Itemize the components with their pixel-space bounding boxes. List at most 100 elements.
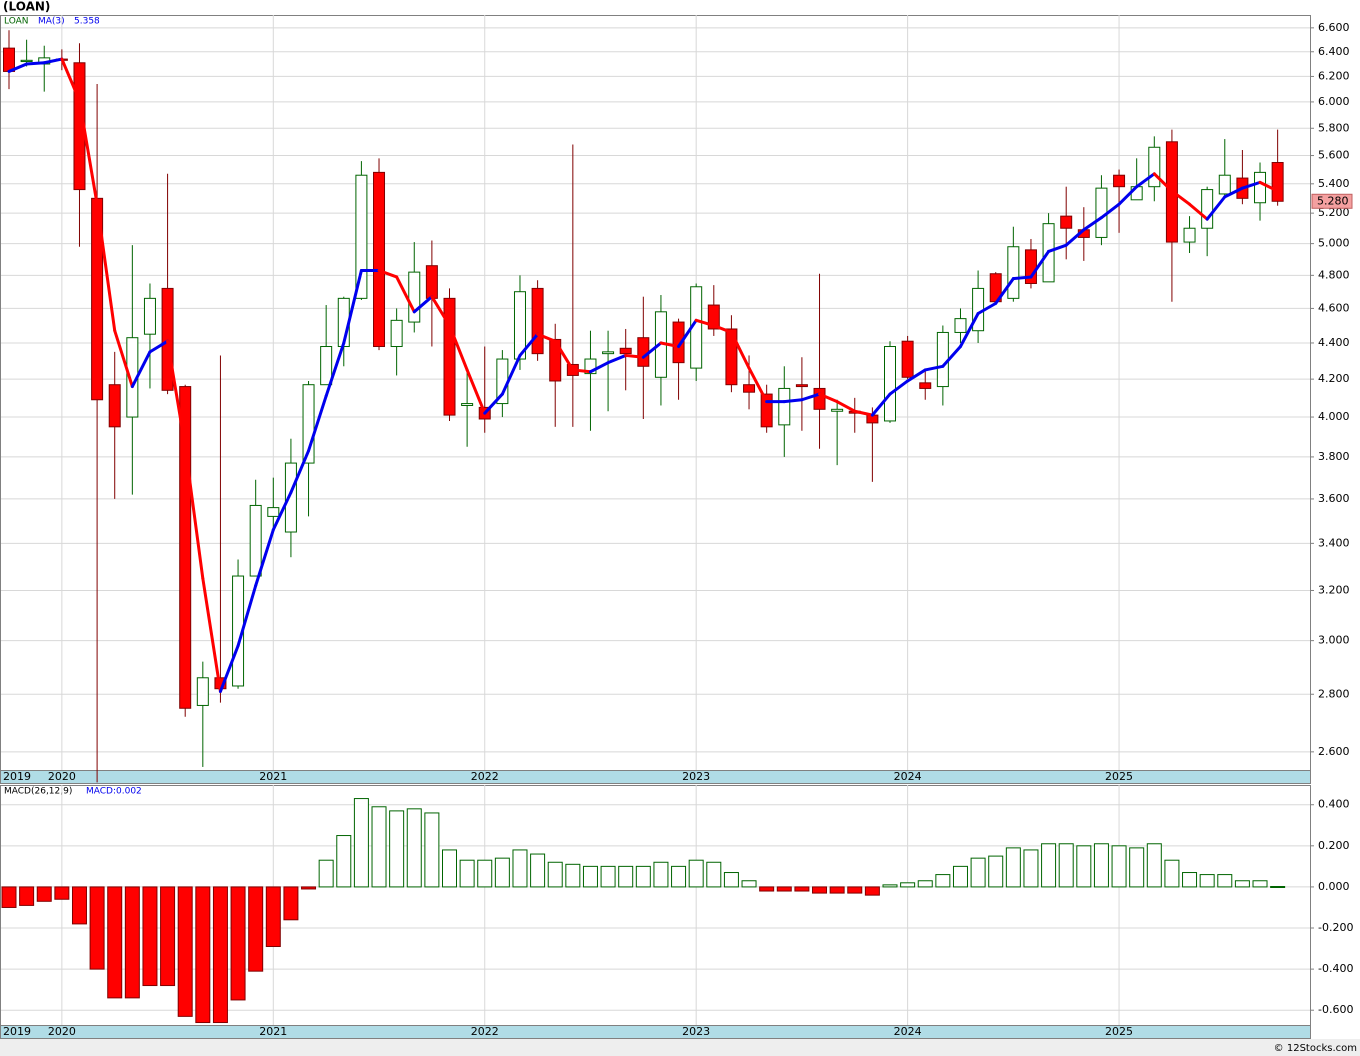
macd-bar <box>230 886 246 1001</box>
macd-bar <box>1217 874 1233 888</box>
price-panel <box>0 15 1311 771</box>
ma-segment <box>536 332 557 343</box>
legend-macd: MACD(26,12,9) <box>4 787 72 797</box>
ma-segment <box>254 528 275 588</box>
candle-body <box>3 47 15 72</box>
x-tick-label: 2025 <box>1105 770 1133 783</box>
macd-bar <box>1129 847 1145 888</box>
ma-segment <box>148 339 170 354</box>
ma-segment <box>1029 249 1051 279</box>
ma-segment <box>1011 275 1033 281</box>
ma-segment <box>483 392 504 415</box>
ma-segment <box>994 277 1015 305</box>
candle-body <box>1148 146 1161 188</box>
ma-segment <box>518 332 540 357</box>
macd-bar <box>565 863 581 888</box>
y-tick-label: 4.600 <box>1318 301 1350 314</box>
ma-segment <box>677 318 698 349</box>
candle-body <box>179 386 192 709</box>
candle-body <box>143 297 156 335</box>
macd-bar <box>459 859 475 888</box>
candle-body <box>373 171 386 348</box>
ma-segment <box>166 339 187 449</box>
candle-body <box>584 358 597 375</box>
y-tick-label: 5.200 <box>1318 206 1350 219</box>
candle-body <box>20 59 33 63</box>
ma-segment <box>218 644 240 693</box>
macd-bar <box>618 865 634 888</box>
ma-segment <box>130 350 152 389</box>
candle-body <box>1201 189 1214 229</box>
macd-bar <box>530 853 546 888</box>
macd-bar <box>829 886 845 894</box>
y-tick-label: 2.800 <box>1318 687 1350 700</box>
ma-segment <box>1082 216 1103 232</box>
ma-segment <box>1258 180 1280 193</box>
ma-segment <box>307 394 328 453</box>
y-tick-label: 5.800 <box>1318 121 1350 134</box>
macd-bar <box>424 812 440 888</box>
ma-segment <box>870 392 892 417</box>
ma-segment <box>853 409 874 417</box>
ma-segment <box>588 361 610 374</box>
legend-macd-value: MACD:0.002 <box>86 787 142 797</box>
macd-bar <box>54 886 70 900</box>
x-tick-label: 2019 <box>3 1025 31 1038</box>
candle-body <box>778 387 791 426</box>
candle-body <box>1007 246 1020 299</box>
candle-body <box>390 319 403 348</box>
candle-body <box>725 328 738 386</box>
x-tick-label: 2024 <box>894 1025 922 1038</box>
x-tick-label: 2022 <box>471 1025 499 1038</box>
candle-body <box>637 337 650 367</box>
ma-segment <box>606 353 628 365</box>
y-tick-label: 3.200 <box>1318 583 1350 596</box>
candle-body <box>954 318 967 333</box>
macd-bar <box>1058 843 1074 888</box>
ma-segment <box>342 269 363 345</box>
macd-bar <box>406 808 422 888</box>
candle-body <box>619 347 632 355</box>
x-tick-label: 2022 <box>471 770 499 783</box>
candle-body <box>1218 174 1231 195</box>
footer: © 12Stocks.com <box>1274 1043 1357 1054</box>
macd-bar <box>741 880 757 888</box>
y-tick-label: 0.000 <box>1318 880 1350 893</box>
candle-body <box>196 677 209 706</box>
ma-segment <box>183 445 205 580</box>
y-tick-label: 6.000 <box>1318 95 1350 108</box>
ma-segment <box>729 330 751 370</box>
candle-body <box>320 346 333 386</box>
y-tick-label: 3.600 <box>1318 492 1350 505</box>
ma-segment <box>60 57 81 103</box>
ma-segment <box>448 324 469 372</box>
candle-body <box>1060 215 1073 229</box>
ma-segment <box>201 576 222 693</box>
macd-bar <box>706 861 722 888</box>
macd-bar <box>336 835 352 888</box>
macd-bar <box>882 884 898 888</box>
ma-segment <box>1135 172 1156 189</box>
macd-bar <box>812 886 828 894</box>
ma-segment <box>395 275 416 314</box>
ma-segment <box>800 392 822 402</box>
ma-segment <box>782 398 804 404</box>
ma-segment <box>888 379 910 396</box>
y-tick-label: 6.200 <box>1318 69 1350 82</box>
date-strip <box>0 1025 1311 1039</box>
candle-body <box>461 403 474 406</box>
macd-bar <box>547 861 563 888</box>
macd-bar <box>600 865 616 888</box>
candle-body <box>919 382 932 389</box>
candle-body <box>743 384 756 393</box>
x-tick-label: 2023 <box>682 770 710 783</box>
candle-body <box>672 321 685 364</box>
macd-bar <box>1270 886 1286 889</box>
macd-bar <box>776 886 792 892</box>
macd-bar <box>635 865 651 888</box>
candle-body <box>831 408 844 412</box>
ma-segment <box>641 341 663 359</box>
ma-segment <box>1223 186 1244 199</box>
candle-body <box>425 265 438 299</box>
